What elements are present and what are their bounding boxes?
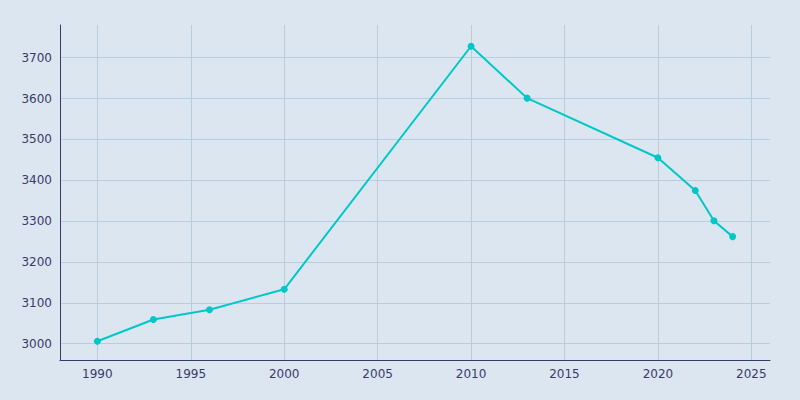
svg-text:2025: 2025 [736,367,767,381]
svg-text:1995: 1995 [176,367,207,381]
svg-text:3100: 3100 [21,296,52,310]
svg-text:3200: 3200 [21,255,52,269]
svg-text:2005: 2005 [362,367,393,381]
svg-text:2010: 2010 [456,367,487,381]
svg-text:3400: 3400 [21,173,52,187]
svg-text:2015: 2015 [549,367,580,381]
svg-text:3700: 3700 [21,51,52,65]
svg-text:1990: 1990 [82,367,113,381]
svg-text:3600: 3600 [21,92,52,106]
svg-text:3500: 3500 [21,132,52,146]
svg-text:2000: 2000 [269,367,300,381]
svg-text:2020: 2020 [643,367,674,381]
svg-text:3000: 3000 [21,337,52,351]
svg-text:3300: 3300 [21,214,52,228]
